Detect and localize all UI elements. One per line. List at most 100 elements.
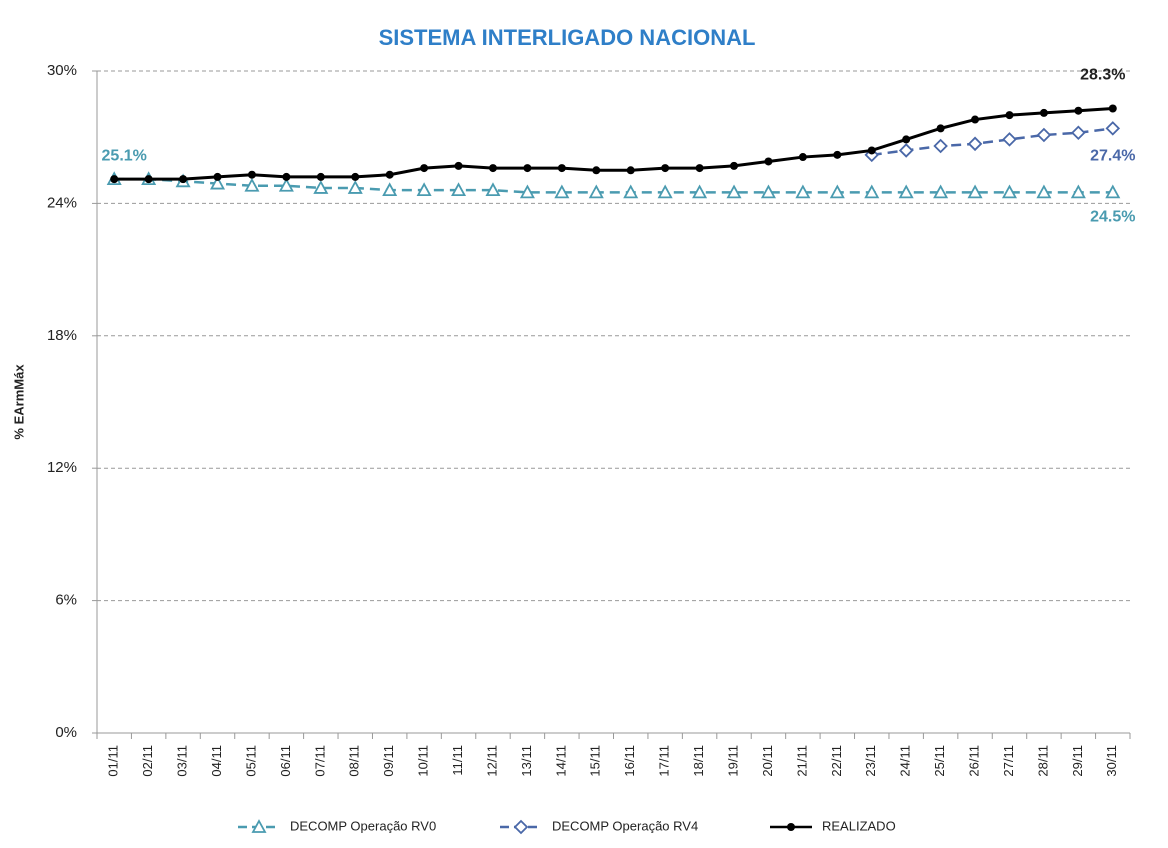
x-tick-label: 12/11	[484, 745, 499, 777]
point-marker	[657, 184, 673, 199]
point-marker	[488, 164, 497, 173]
point-marker	[829, 184, 845, 199]
x-tick-label: 24/11	[898, 745, 913, 777]
x-tick-label: 19/11	[725, 745, 740, 777]
x-tick-label: 27/11	[1001, 745, 1016, 777]
point-marker	[1005, 111, 1014, 120]
x-tick-label: 14/11	[553, 745, 568, 777]
point-marker	[519, 184, 535, 199]
point-marker	[1002, 132, 1017, 147]
point-marker	[1074, 106, 1083, 115]
point-marker	[554, 184, 570, 199]
data-label: 27.4%	[1090, 148, 1135, 165]
point-marker	[695, 164, 704, 173]
chart-title: SISTEMA INTERLIGADO NACIONAL	[379, 25, 756, 50]
x-tick-label: 08/11	[347, 745, 362, 777]
point-marker	[864, 184, 880, 199]
point-marker	[282, 172, 291, 181]
legend-item: REALIZADO	[770, 818, 896, 833]
x-tick-label: 21/11	[794, 745, 809, 777]
y-tick-label: 0%	[55, 724, 77, 741]
point-marker	[588, 184, 604, 199]
x-tick-label: 23/11	[863, 745, 878, 777]
data-label: 24.5%	[1090, 209, 1135, 226]
point-marker	[213, 172, 222, 181]
point-marker	[416, 182, 432, 197]
point-marker	[485, 182, 501, 197]
point-marker	[833, 150, 842, 159]
legend-item: DECOMP Operação RV4	[500, 818, 698, 835]
point-marker	[313, 180, 329, 194]
data-label: 28.3%	[1080, 67, 1125, 84]
point-marker	[1039, 108, 1048, 117]
point-marker	[454, 161, 463, 170]
point-marker	[764, 157, 773, 166]
x-tick-label: 04/11	[209, 745, 224, 777]
x-tick-label: 03/11	[175, 745, 190, 777]
point-marker	[251, 819, 267, 833]
point-marker	[451, 182, 467, 197]
point-marker	[557, 164, 566, 173]
point-marker	[898, 143, 914, 158]
point-marker	[726, 184, 742, 199]
series-line	[114, 107, 1113, 181]
x-tick-label: 09/11	[381, 745, 396, 777]
point-marker	[730, 161, 739, 170]
point-marker	[210, 175, 226, 190]
point-marker	[902, 135, 911, 144]
point-marker	[933, 138, 948, 154]
point-marker	[316, 172, 325, 181]
point-marker	[420, 164, 429, 173]
point-marker	[382, 182, 398, 197]
series-line	[114, 177, 1113, 194]
point-marker	[247, 170, 256, 179]
point-marker	[1108, 104, 1117, 113]
point-marker	[787, 823, 795, 831]
point-marker	[798, 153, 807, 162]
point-marker	[385, 170, 394, 179]
x-tick-label: 02/11	[140, 745, 155, 777]
point-marker	[278, 177, 294, 192]
x-tick-label: 26/11	[966, 745, 981, 777]
point-marker	[971, 115, 980, 124]
legend-item: DECOMP Operação RV0	[238, 818, 436, 833]
point-marker	[867, 146, 876, 155]
x-tick-label: 28/11	[1035, 745, 1050, 777]
point-marker	[110, 175, 119, 184]
x-tick-label: 25/11	[932, 745, 947, 777]
point-marker	[179, 175, 188, 184]
x-tick-label: 22/11	[829, 745, 844, 777]
point-marker	[898, 184, 914, 199]
point-marker	[795, 184, 811, 199]
legend-label: DECOMP Operação RV4	[552, 818, 698, 833]
y-tick-label: 6%	[55, 592, 77, 609]
point-marker	[592, 166, 601, 175]
point-marker	[626, 166, 635, 175]
point-marker	[967, 184, 983, 199]
point-marker	[513, 819, 529, 835]
legend-label: DECOMP Operação RV0	[290, 818, 436, 833]
point-marker	[244, 177, 260, 192]
legend-label: REALIZADO	[822, 818, 896, 833]
point-marker	[144, 175, 153, 184]
x-tick-label: 15/11	[588, 745, 603, 777]
point-marker	[864, 147, 880, 163]
x-tick-label: 30/11	[1104, 745, 1119, 777]
point-marker	[760, 184, 776, 199]
y-tick-label: 30%	[47, 62, 77, 79]
x-tick-label: 13/11	[519, 745, 534, 777]
x-tick-label: 01/11	[106, 745, 121, 777]
x-tick-label: 07/11	[312, 745, 327, 777]
y-tick-label: 12%	[47, 459, 77, 476]
y-tick-label: 18%	[47, 327, 77, 344]
x-tick-label: 05/11	[243, 745, 258, 777]
point-marker	[1105, 184, 1121, 199]
point-marker	[623, 184, 639, 199]
point-marker	[933, 184, 949, 199]
point-marker	[1070, 184, 1086, 199]
point-marker	[1036, 184, 1052, 199]
x-tick-label: 06/11	[278, 745, 293, 777]
point-marker	[1036, 127, 1052, 143]
